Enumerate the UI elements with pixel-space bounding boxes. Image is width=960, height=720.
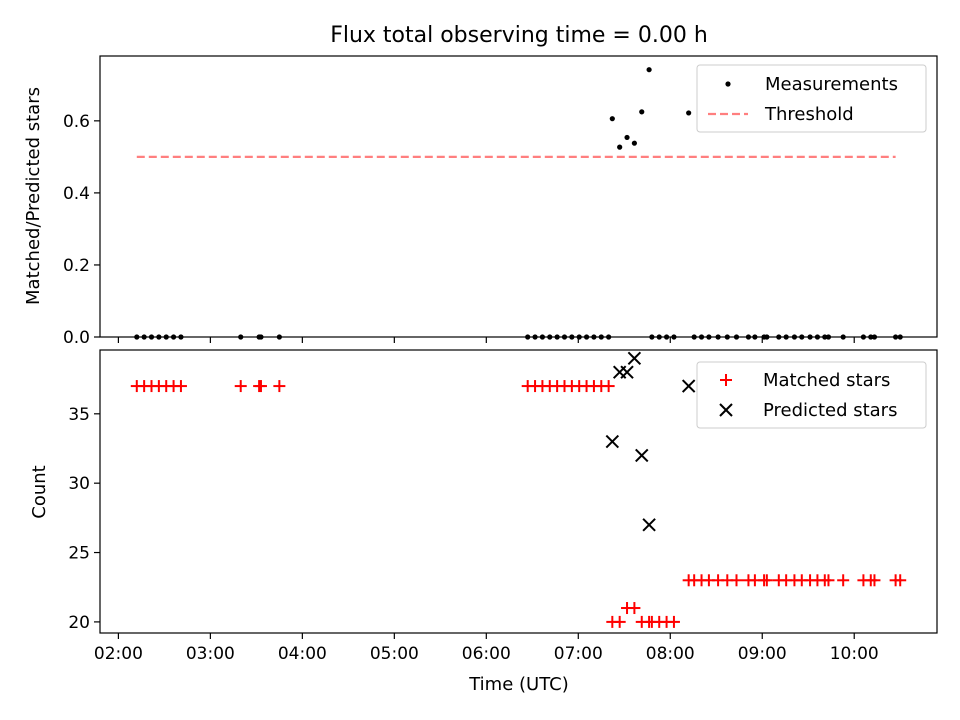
matched-star-point — [894, 574, 907, 587]
measurement-point — [617, 144, 623, 150]
legend-predicted-label: Predicted stars — [763, 400, 897, 421]
count-xtick-label: 06:00 — [462, 644, 511, 664]
ratio-panel-legend: Measurements Threshold — [696, 64, 927, 133]
matched-star-point — [667, 615, 680, 628]
count-panel-frame — [99, 349, 938, 634]
ratio-ytick-label: 0.0 — [63, 328, 90, 348]
matched-star-point — [628, 602, 641, 615]
ratio-ytick-label: 0.6 — [63, 112, 90, 132]
matched-star-point — [868, 574, 881, 587]
count-panel-legend: Matched stars Predicted stars — [696, 361, 927, 429]
count-xtick-label: 07:00 — [554, 644, 603, 664]
matched-star-point — [174, 380, 187, 393]
count-xtick-label: 04:00 — [278, 644, 327, 664]
count-panel: 20 25 30 35 02:00 03:00 04:00 05:00 06:00 07:00 08… — [29, 349, 938, 695]
count-panel-marks — [130, 351, 907, 628]
matched-star-point — [613, 615, 626, 628]
ratio-ytick-label: 0.2 — [63, 256, 90, 276]
measurement-point — [639, 109, 645, 115]
ratio-panel-frame — [99, 55, 938, 338]
legend-predicted-marker — [719, 403, 733, 417]
predicted-star-point — [635, 448, 649, 463]
count-panel-xlabel: Time (UTC) — [468, 674, 569, 695]
count-xtick-label: 03:00 — [186, 644, 235, 664]
predicted-star-point — [642, 518, 656, 532]
ratio-ytick-label: 0.4 — [63, 184, 90, 204]
count-xtick-label: 10:00 — [830, 644, 879, 664]
legend-matched-marker — [720, 374, 732, 386]
ratio-panel-marks — [134, 67, 903, 340]
matched-star-point — [602, 380, 615, 393]
matched-star-point — [234, 380, 247, 393]
predicted-star-point — [627, 351, 642, 366]
count-xtick-label: 08:00 — [646, 644, 695, 664]
count-ytick-label: 35 — [68, 405, 90, 425]
ratio-panel: 0.0 0.2 0.4 0.6 Matched/Predicted stars Mea… — [23, 55, 938, 348]
predicted-star-point — [620, 365, 634, 379]
measurement-point — [631, 140, 637, 146]
legend-matched-label: Matched stars — [763, 370, 890, 391]
count-ytick-label: 25 — [68, 544, 90, 564]
measurement-point — [686, 110, 692, 116]
count-ytick-label: 30 — [68, 474, 90, 494]
matched-star-point — [760, 574, 773, 587]
matched-star-point — [822, 574, 835, 587]
matched-star-point — [254, 380, 267, 393]
measurement-point — [646, 67, 652, 73]
predicted-star-point — [681, 379, 696, 393]
matched-star-point — [837, 574, 850, 587]
legend-measurements-marker — [725, 81, 731, 87]
legend-threshold-label: Threshold — [764, 104, 854, 125]
measurement-point — [624, 134, 630, 141]
legend-measurements-label: Measurements — [765, 74, 898, 95]
count-xtick-label: 02:00 — [94, 644, 143, 664]
count-panel-ticks: 20 25 30 35 02:00 03:00 04:00 05:00 06:00 07:00 08… — [68, 405, 878, 664]
ratio-panel-ticks: 0.0 0.2 0.4 0.6 — [63, 112, 855, 348]
count-ytick-label: 20 — [68, 613, 90, 633]
count-panel-ylabel: Count — [29, 465, 50, 518]
measurement-point — [609, 116, 615, 122]
predicted-star-point — [605, 434, 620, 449]
matched-star-point — [730, 574, 743, 587]
count-legend-box — [696, 361, 927, 429]
count-xtick-label: 09:00 — [738, 644, 787, 664]
ratio-legend-box — [696, 64, 927, 133]
matched-star-point — [273, 380, 286, 393]
ratio-panel-ylabel: Matched/Predicted stars — [23, 87, 44, 305]
count-xtick-label: 05:00 — [370, 644, 419, 664]
figure-title: Flux total observing time = 0.00 h — [330, 23, 708, 48]
